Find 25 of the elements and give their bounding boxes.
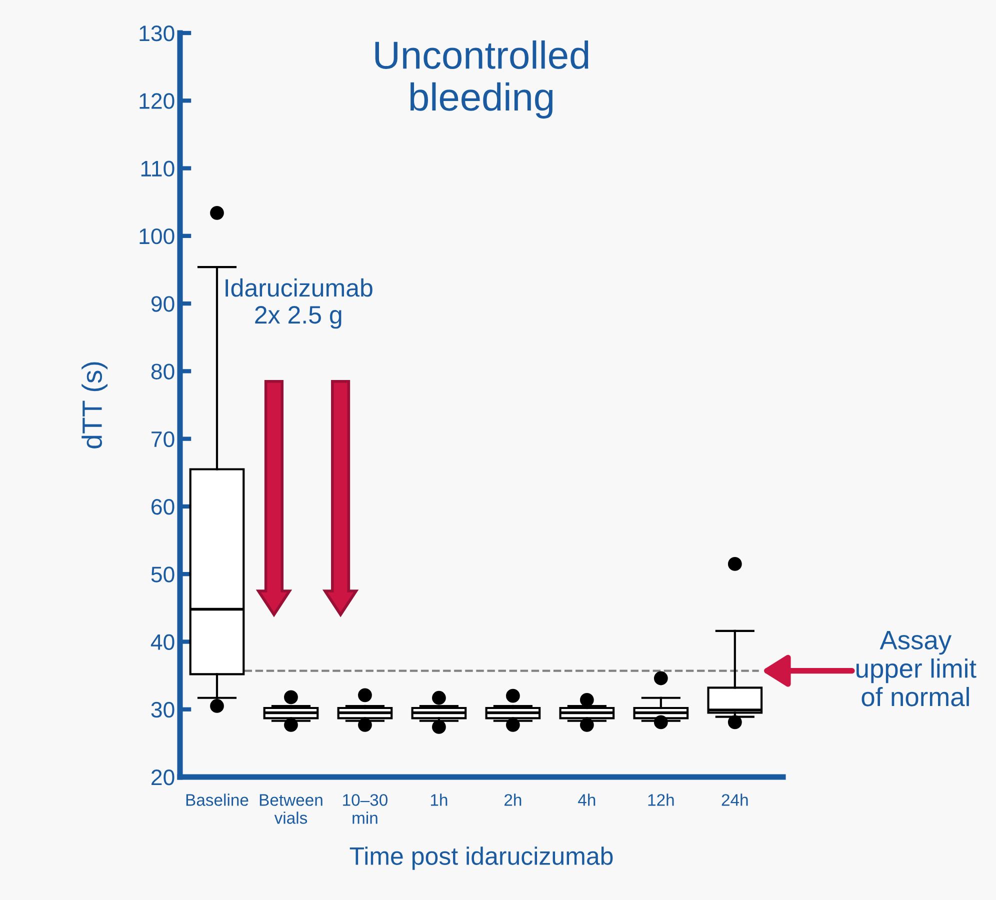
- y-tick-label: 120: [140, 93, 174, 109]
- x-tick-label: 4h: [578, 794, 596, 806]
- y-axis-title: dTT (s): [82, 362, 108, 448]
- y-tick-label: 130: [140, 26, 174, 42]
- y-tick-label: 20: [152, 770, 174, 786]
- y-tick-label: 90: [151, 296, 174, 312]
- annotation: Idarucizumab 2x 2.5 g: [226, 278, 372, 329]
- x-tick-label: 12h: [648, 794, 674, 806]
- y-tick-label: 100: [140, 228, 174, 244]
- x-tick-label: 10–30 min: [343, 794, 388, 824]
- ref-line-label: Assay upper limit of normal: [856, 631, 976, 706]
- x-tick-label: 1h: [430, 794, 448, 806]
- y-tick-label: 40: [150, 634, 174, 650]
- y-tick-label: 70: [152, 431, 174, 448]
- x-tick-label: Between vials: [260, 794, 322, 824]
- y-tick-label: 50: [151, 566, 174, 582]
- y-tick-label: 80: [151, 364, 174, 380]
- y-tick-label: 60: [152, 498, 174, 515]
- text: Uncontrolled bleeding: [375, 40, 588, 119]
- x-tick-label: 24h: [722, 794, 748, 806]
- x-tick-label: 2h: [504, 794, 522, 806]
- y-tick-label: 30: [151, 702, 174, 718]
- x-axis-title: Time post idarucizumab: [350, 846, 613, 870]
- y-tick-label: 110: [141, 160, 174, 177]
- x-tick-label: Baseline: [186, 794, 248, 806]
